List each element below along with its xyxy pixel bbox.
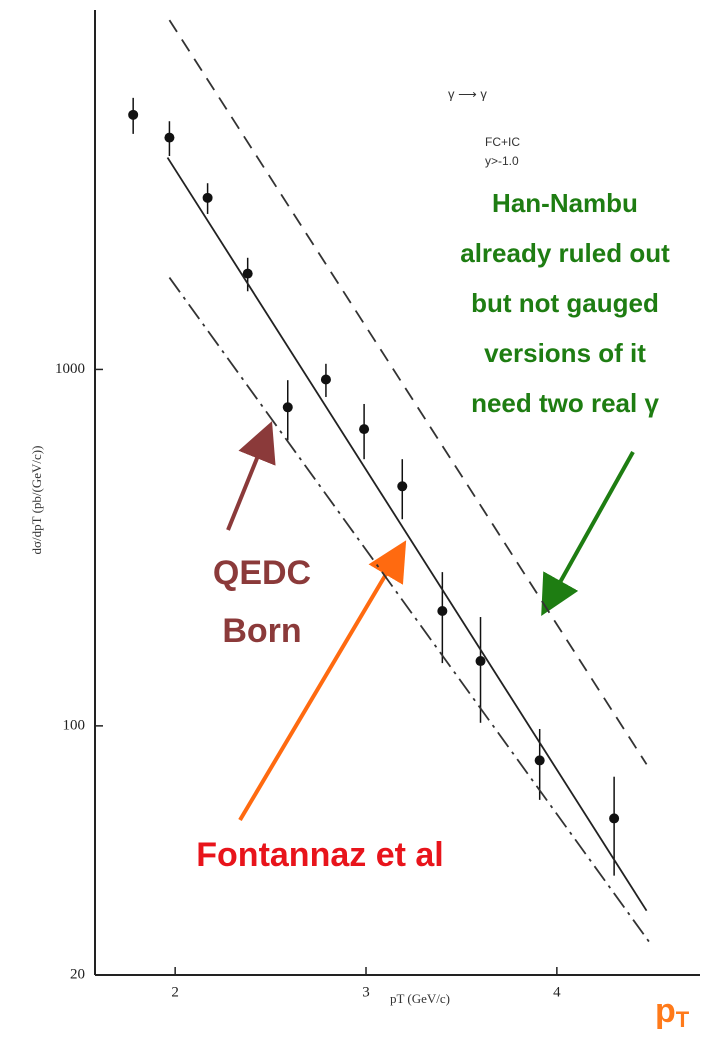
x-tick-label: 4 — [553, 984, 561, 1000]
han-nambu-label: versions of it — [484, 338, 646, 368]
han-nambu-label: already ruled out — [460, 238, 670, 268]
fontannaz-label: Fontannaz et al — [196, 836, 443, 874]
theory-line — [168, 19, 648, 765]
data-point — [282, 402, 293, 413]
y-tick-label: 20 — [70, 966, 85, 982]
x-tick-label: 2 — [171, 984, 179, 1000]
qedc-label: QEDC — [213, 554, 311, 592]
theory-line — [168, 277, 652, 945]
han-nambu-label: but not gauged — [471, 288, 659, 318]
x-axis-label: pT (GeV/c) — [390, 991, 450, 1006]
y-tick-label: 100 — [63, 717, 86, 733]
data-point — [609, 813, 620, 824]
data-point — [397, 481, 408, 492]
data-point — [242, 268, 253, 279]
data-point — [475, 656, 486, 667]
data-point — [320, 374, 331, 385]
pt-sub: T — [676, 1007, 690, 1032]
pt-label: pT — [655, 992, 690, 1032]
pt-main: p — [655, 992, 676, 1030]
theory-line — [166, 157, 648, 912]
qedc-label: Born — [222, 612, 301, 650]
data-point — [164, 132, 175, 143]
y-axis-label: dσ/dpT (pb/(GeV/c)) — [29, 446, 44, 555]
data-point — [359, 424, 370, 435]
data-point — [534, 755, 545, 766]
fontannaz-arrow — [238, 540, 407, 822]
han-nambu-label: need two real γ — [471, 388, 659, 418]
data-point — [128, 109, 139, 120]
han-nambu-arrow — [541, 451, 635, 616]
process-label: γ ⟶ γ — [448, 86, 487, 101]
qedc-arrow — [226, 421, 276, 531]
y-tick-label: 1000 — [55, 361, 85, 377]
han-nambu-label: Han-Nambu — [492, 188, 638, 218]
data-point — [437, 606, 448, 617]
fcic-label: FC+IC — [485, 135, 520, 149]
data-point — [202, 192, 213, 203]
cut-label: y>-1.0 — [485, 154, 519, 168]
x-tick-label: 3 — [362, 984, 370, 1000]
